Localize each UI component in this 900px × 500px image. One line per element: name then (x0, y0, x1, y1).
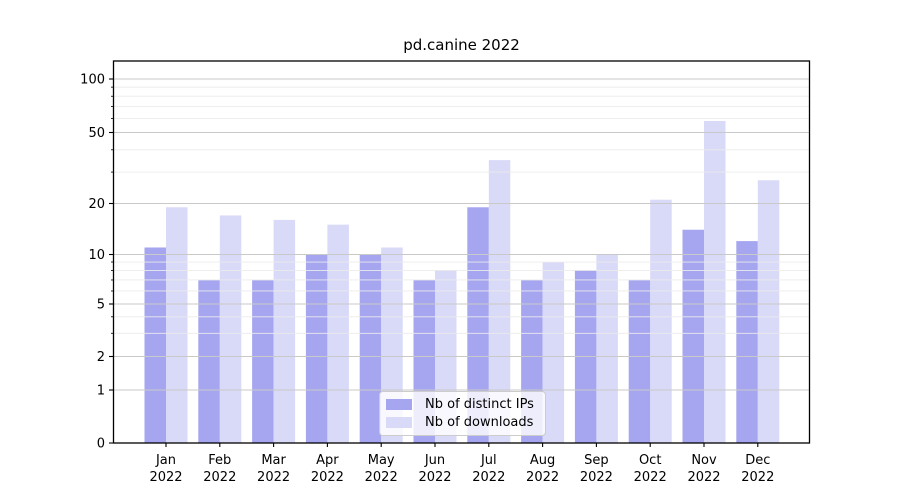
bar-distinct-ips-oct (628, 279, 651, 443)
legend: Nb of distinct IPs Nb of downloads (379, 391, 546, 436)
y-tick-label: 1 (97, 384, 105, 399)
y-tick-label: 50 (88, 126, 105, 141)
bar-distinct-ips-jul (467, 207, 489, 443)
x-tick-label: Jul 2022 (472, 453, 505, 485)
bar-downloads-aug (542, 262, 565, 443)
x-tick-label: Feb 2022 (203, 453, 236, 485)
legend-swatch-distinct-ips (386, 399, 412, 410)
bar-downloads-sep (596, 254, 618, 443)
legend-label-distinct-ips: Nb of distinct IPs (425, 397, 534, 412)
axes-spines (112, 60, 811, 444)
x-tick-label: May 2022 (365, 453, 398, 485)
legend-label-downloads: Nb of downloads (425, 415, 534, 430)
y-tick-label: 0 (97, 437, 105, 452)
bar-distinct-ips-feb (198, 279, 220, 443)
x-tick-label: Jan 2022 (149, 453, 182, 485)
bar-distinct-ips-apr (305, 254, 328, 443)
bar-distinct-ips-may (359, 254, 382, 443)
y-tick-label: 100 (80, 73, 105, 88)
x-tick-label: Dec 2022 (741, 453, 774, 485)
bar-downloads-dec (757, 180, 780, 443)
y-tick-label: 20 (88, 197, 105, 212)
y-tick-label: 2 (97, 350, 105, 365)
x-tick-label: Apr 2022 (311, 453, 344, 485)
bar-downloads-mar (273, 219, 296, 443)
legend-item-downloads: Nb of downloads (386, 414, 545, 431)
x-axis: Jan 2022 Feb 2022 Mar 2022 Apr 2022 May 2022 Jun 20… (149, 443, 774, 485)
bar-downloads-jul (488, 160, 511, 443)
y-tick-label: 5 (97, 298, 105, 313)
x-tick-label: Aug 2022 (526, 453, 559, 485)
x-tick-label: Sep 2022 (580, 453, 613, 485)
bar-downloads-apr (327, 224, 349, 443)
x-tick-label: Oct 2022 (634, 453, 667, 485)
y-tick-label: 10 (88, 248, 105, 263)
legend-item-distinct-ips: Nb of distinct IPs (386, 396, 545, 413)
legend-swatch-downloads (386, 417, 412, 428)
x-tick-label: Jun 2022 (418, 453, 451, 485)
bar-distinct-ips-dec (736, 241, 758, 443)
x-tick-label: Mar 2022 (257, 453, 290, 485)
bar-distinct-ips-jan (144, 247, 166, 443)
bar-downloads-nov (704, 121, 726, 444)
bar-downloads-feb (219, 215, 242, 443)
bar-downloads-oct (650, 199, 672, 443)
chart-title: pd.canine 2022 (403, 36, 520, 54)
bar-downloads-jan (166, 207, 188, 443)
gridlines-layer (113, 78, 810, 391)
x-tick-label: Nov 2022 (687, 453, 720, 485)
bar-distinct-ips-mar (252, 279, 274, 443)
